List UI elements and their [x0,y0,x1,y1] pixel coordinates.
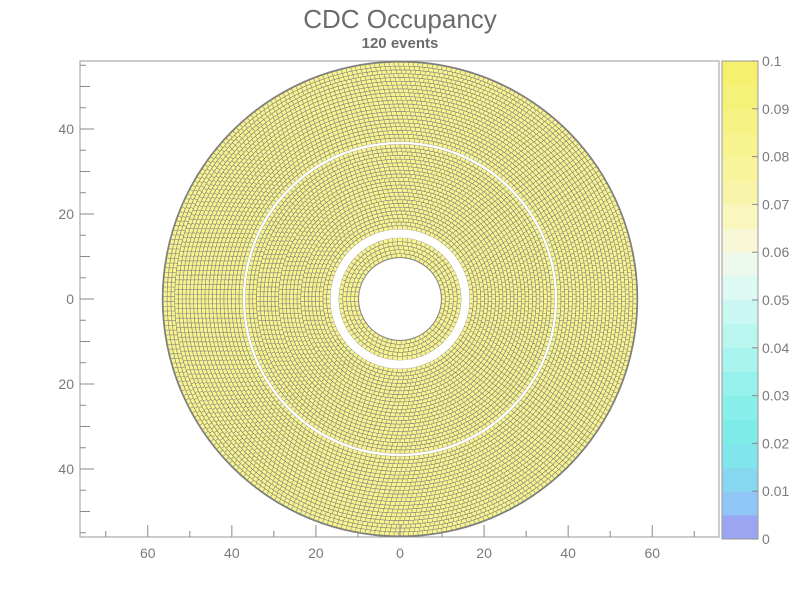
x-tick-label: 0 [396,545,404,561]
colorbar-segment [722,300,758,325]
y-tick-label: 20 [58,376,74,392]
detector-gap-outer [242,141,558,457]
y-tick-label: 40 [58,121,74,137]
colorbar-tick-label: 0.03 [762,388,789,404]
colorbar-segment [722,323,758,349]
colorbar-tick-label: 0.1 [762,53,782,69]
detector-inner-hole [358,257,442,341]
y-tick-label: 0 [66,291,74,307]
colorbar-tick-label: 0.04 [762,340,789,356]
colorbar-segment [722,252,758,277]
chart-subtitle: 120 events [361,35,439,52]
x-tick-label: 40 [224,545,240,561]
detector-cell-layer [163,62,637,536]
x-tick-label: 20 [476,545,492,561]
colorbar-segment [722,84,758,110]
colorbar-segment [722,61,758,86]
colorbar-tick-label: 0.07 [762,196,789,212]
colorbar-segment [722,491,758,516]
x-tick-label: 60 [644,545,660,561]
colorbar-tick-label: 0.02 [762,435,789,451]
detector-cell-layer [338,237,462,361]
colorbar-segment [722,108,758,134]
colorbar-segment [722,395,758,420]
colorbar-tick-label: 0.06 [762,244,789,260]
colorbar-tick-label: 0 [762,531,770,547]
x-tick-label: 40 [560,545,576,561]
colorbar-tick-label: 0.05 [762,292,789,308]
colorbar-segment [722,276,758,301]
colorbar-segment [722,347,758,373]
colorbar-tick-label: 0.08 [762,149,789,165]
colorbar-tick-label: 0.01 [762,483,789,499]
colorbar-segment [722,132,758,157]
y-tick-label: 40 [58,461,74,477]
colorbar-segment [722,467,758,492]
colorbar-segment [722,180,758,205]
x-tick-label: 20 [308,545,324,561]
detector-cells [163,62,637,536]
chart-title: CDC Occupancy [303,4,497,34]
detector-cell-layer [245,144,555,454]
detector-gap-inner [330,229,470,369]
colorbar-segment [722,443,758,468]
x-tick-label: 60 [140,545,156,561]
colorbar-segment [722,228,758,253]
colorbar-segment [722,515,758,540]
y-tick-label: 20 [58,206,74,222]
colorbar-segment [722,156,758,181]
colorbar-segment [722,371,758,396]
colorbar-segment [722,204,758,229]
colorbar-tick-label: 0.09 [762,101,789,117]
colorbar-segment [722,419,758,444]
